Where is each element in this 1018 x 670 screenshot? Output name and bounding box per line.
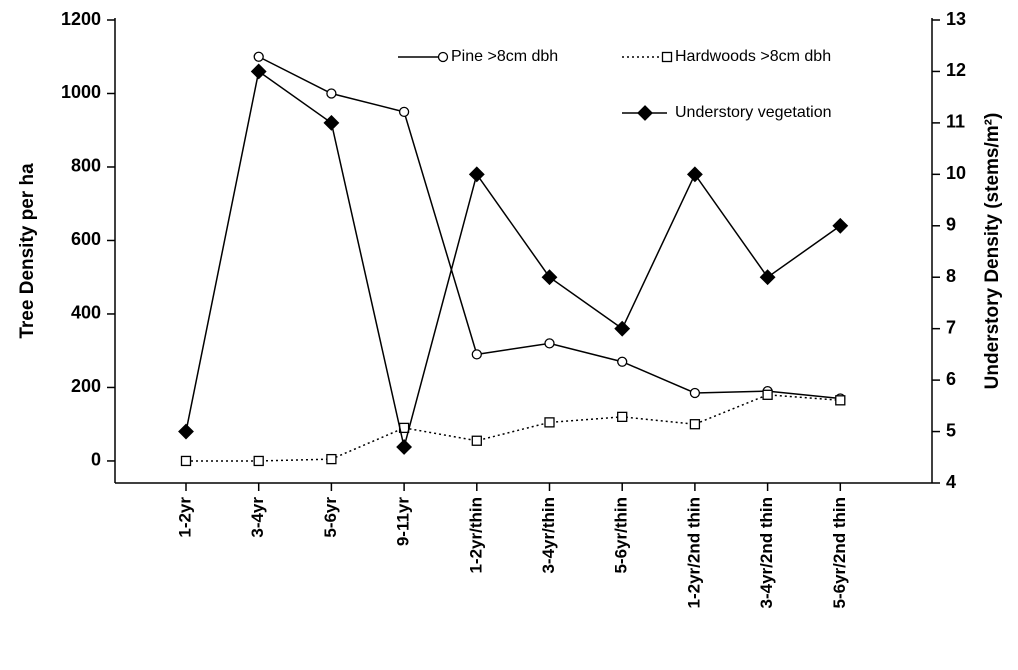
y2-tick-label: 5 [946,420,956,440]
series-line [185,70,841,448]
y2-tick-label: 8 [946,266,956,286]
data-point [471,435,482,446]
data-point [398,106,410,118]
x-tick-label: 3-4yr/2nd thin [757,497,776,608]
legend-label: Understory vegetation [675,104,832,121]
legend-marker [661,51,673,63]
x-tick-label: 1-2yr/2nd thin [684,497,703,608]
y2-tick-label: 4 [946,472,956,492]
y2-tick-label: 13 [946,9,966,29]
data-point [180,455,192,467]
data-point [686,166,703,183]
x-tick-label: 9-11yr [394,497,413,547]
data-point [689,419,701,430]
data-point [178,423,194,440]
data-point [544,417,555,428]
data-point [326,88,337,99]
y-tick-label: 400 [71,303,101,323]
x-tick-label: 1-2yr [175,497,194,538]
y2-tick-label: 11 [946,112,965,132]
data-point [253,51,264,62]
data-point [759,269,776,286]
y2-tick-label: 7 [946,317,956,337]
x-tick-label: 5-6yr/2nd thin [830,497,849,608]
data-point [544,338,555,349]
y2-tick-label: 6 [946,369,956,389]
y2-tick-label: 9 [946,215,956,235]
data-point [617,356,628,367]
data-point [253,455,264,467]
data-point [323,114,340,131]
data-point [541,269,558,286]
y-tick-label: 1000 [61,82,101,102]
y-tick-label: 800 [71,156,101,176]
data-point [762,389,773,400]
legend-label: Pine >8cm dbh [451,48,558,65]
x-tick-label: 3-4yr [248,497,267,538]
y-tick-label: 0 [91,450,101,470]
data-point [326,453,337,465]
legend-marker [637,105,653,121]
legend-marker [437,51,449,63]
data-point [614,320,631,337]
data-point [471,349,482,360]
x-tick-label: 5-6yr/thin [612,497,631,574]
data-point [468,166,485,183]
y2-axis-title: Understory Density (stems/m²) [982,113,1003,390]
y-tick-label: 600 [71,229,101,249]
x-tick-label: 1-2yr/thin [466,497,485,574]
data-point [617,411,628,423]
x-tick-label: 3-4yr/thin [539,497,558,574]
data-point [396,439,413,455]
y2-tick-label: 12 [946,60,966,80]
data-point [250,63,267,80]
data-point [832,217,849,234]
data-point [835,395,846,406]
x-tick-label: 5-6yr [321,497,340,538]
series-line [186,394,841,462]
y2-tick-label: 10 [946,163,966,183]
y-tick-label: 200 [71,376,101,396]
y-tick-label: 1200 [61,9,101,29]
legend-label: Hardwoods >8cm dbh [675,48,831,65]
y-axis-title: Tree Density per ha [17,163,38,339]
data-point [689,387,701,399]
